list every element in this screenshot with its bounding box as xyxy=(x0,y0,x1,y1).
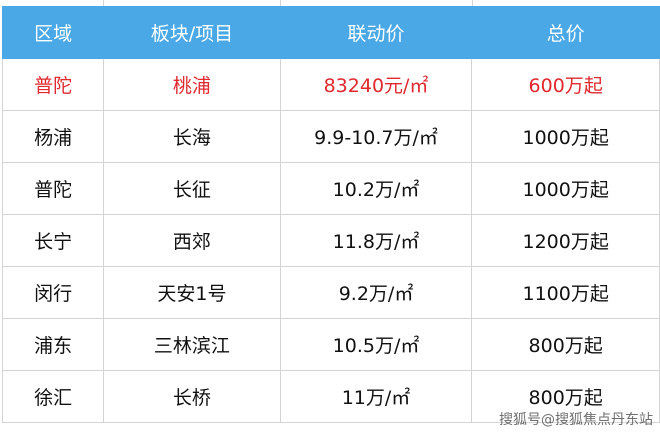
cell-total-price: 1100万起 xyxy=(471,266,660,319)
watermark: 搜狐号@搜狐焦点丹东站 xyxy=(499,412,653,428)
cell-total-price: 600万起 xyxy=(471,58,660,111)
header-row: 区域 板块/项目 联动价 总价 xyxy=(1,6,660,59)
cell-unit-price: 10.5万/㎡ xyxy=(279,318,473,371)
cell-project: 长桥 xyxy=(103,370,281,423)
cell-project: 天安1号 xyxy=(103,266,281,319)
cell-unit-price: 9.2万/㎡ xyxy=(279,266,473,319)
cell-unit-price: 11万/㎡ xyxy=(279,370,473,423)
header-district: 区域 xyxy=(1,6,105,59)
cell-total-price: 1000万起 xyxy=(471,110,660,163)
cell-project: 桃浦 xyxy=(103,58,281,111)
header-project: 板块/项目 xyxy=(103,6,281,59)
cell-project: 长征 xyxy=(103,162,281,215)
cell-district: 普陀 xyxy=(1,162,105,215)
cell-unit-price: 11.8万/㎡ xyxy=(279,214,473,267)
table-row: 闵行 天安1号 9.2万/㎡ 1100万起 xyxy=(1,266,660,319)
top-grid-strip xyxy=(0,0,660,6)
cell-unit-price: 9.9-10.7万/㎡ xyxy=(279,110,473,163)
cell-total-price: 800万起 xyxy=(471,318,660,371)
cell-district: 长宁 xyxy=(1,214,105,267)
header-total-price: 总价 xyxy=(471,6,660,59)
price-table: 区域 板块/项目 联动价 总价 普陀 桃浦 83240元/㎡ 600万起 杨浦 长海 9.9… xyxy=(1,6,660,423)
cell-total-price: 1000万起 xyxy=(471,162,660,215)
cell-district: 杨浦 xyxy=(1,110,105,163)
cell-project: 长海 xyxy=(103,110,281,163)
header-unit-price: 联动价 xyxy=(279,6,473,59)
table-row: 徐汇 长桥 11万/㎡ 800万起 xyxy=(1,370,660,423)
cell-total-price: 800万起 xyxy=(471,370,660,423)
cell-district: 普陀 xyxy=(1,58,105,111)
table-row: 普陀 长征 10.2万/㎡ 1000万起 xyxy=(1,162,660,215)
cell-project: 三林滨江 xyxy=(103,318,281,371)
table-row: 长宁 西郊 11.8万/㎡ 1200万起 xyxy=(1,214,660,267)
table-row: 普陀 桃浦 83240元/㎡ 600万起 xyxy=(1,58,660,111)
table-row: 浦东 三林滨江 10.5万/㎡ 800万起 xyxy=(1,318,660,371)
cell-project: 西郊 xyxy=(103,214,281,267)
cell-unit-price: 83240元/㎡ xyxy=(279,58,473,111)
table-row: 杨浦 长海 9.9-10.7万/㎡ 1000万起 xyxy=(1,110,660,163)
cell-district: 浦东 xyxy=(1,318,105,371)
cell-district: 徐汇 xyxy=(1,370,105,423)
cell-district: 闵行 xyxy=(1,266,105,319)
cell-unit-price: 10.2万/㎡ xyxy=(279,162,473,215)
cell-total-price: 1200万起 xyxy=(471,214,660,267)
